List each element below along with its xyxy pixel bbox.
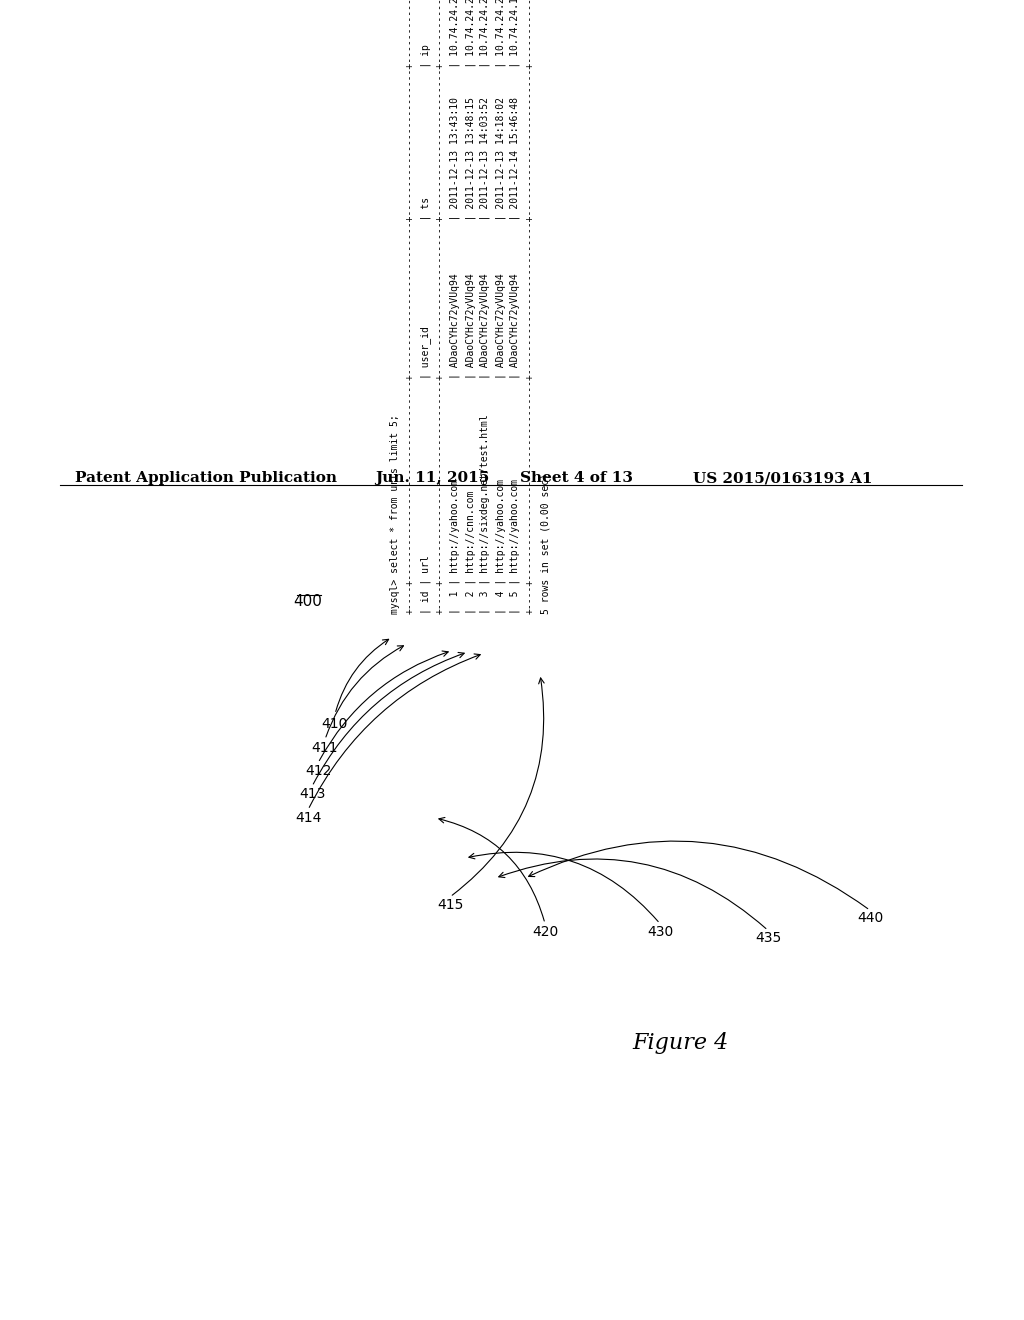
Text: mysql> select * from urls limit 5;: mysql> select * from urls limit 5; xyxy=(390,414,400,614)
Text: Jun. 11, 2015: Jun. 11, 2015 xyxy=(375,471,489,486)
Text: Patent Application Publication: Patent Application Publication xyxy=(75,471,337,486)
Text: |  1 | http://yahoo.com                 | ADaoCYHc72yVUq94         | 2011-12-13 : | 1 | http://yahoo.com | ADaoCYHc72yVUq9… xyxy=(450,0,461,614)
Text: | id | url                              | user_id                  | ts         : | id | url | user_id | ts xyxy=(420,0,431,614)
Text: 400: 400 xyxy=(294,594,323,609)
Text: 410: 410 xyxy=(322,717,348,731)
Text: 430: 430 xyxy=(647,925,673,939)
Text: US 2015/0163193 A1: US 2015/0163193 A1 xyxy=(693,471,872,486)
Text: 413: 413 xyxy=(299,788,326,801)
Text: 414: 414 xyxy=(295,810,322,825)
Text: +----+----------------------------------+--------------------------+------------: +----+----------------------------------… xyxy=(435,0,445,614)
Text: 415: 415 xyxy=(437,898,463,912)
Text: |  4 | http://yahoo.com                 | ADaoCYHc72yVUq94         | 2011-12-13 : | 4 | http://yahoo.com | ADaoCYHc72yVUq9… xyxy=(495,0,506,614)
Text: Figure 4: Figure 4 xyxy=(632,1032,728,1055)
Text: +----+----------------------------------+--------------------------+------------: +----+----------------------------------… xyxy=(406,0,415,614)
Text: Sheet 4 of 13: Sheet 4 of 13 xyxy=(520,471,633,486)
Text: 411: 411 xyxy=(311,741,338,755)
Text: 420: 420 xyxy=(531,925,558,939)
Text: 5 rows in set (0.00 sec): 5 rows in set (0.00 sec) xyxy=(540,473,550,614)
Text: |  5 | http://yahoo.com                 | ADaoCYHc72yVUq94         | 2011-12-14 : | 5 | http://yahoo.com | ADaoCYHc72yVUq9… xyxy=(510,0,520,614)
Text: |  2 | http://cnn.com                   | ADaoCYHc72yVUq94         | 2011-12-13 : | 2 | http://cnn.com | ADaoCYHc72yVUq94 … xyxy=(465,0,475,614)
Text: 440: 440 xyxy=(857,911,883,925)
Text: 435: 435 xyxy=(755,932,781,945)
Text: 412: 412 xyxy=(305,764,331,777)
Text: |  3 | http://sixdeg.net/test.html      | ADaoCYHc72yVUq94         | 2011-12-13 : | 3 | http://sixdeg.net/test.html | ADao… xyxy=(480,0,490,614)
Text: +----+----------------------------------+--------------------------+------------: +----+----------------------------------… xyxy=(525,0,535,614)
